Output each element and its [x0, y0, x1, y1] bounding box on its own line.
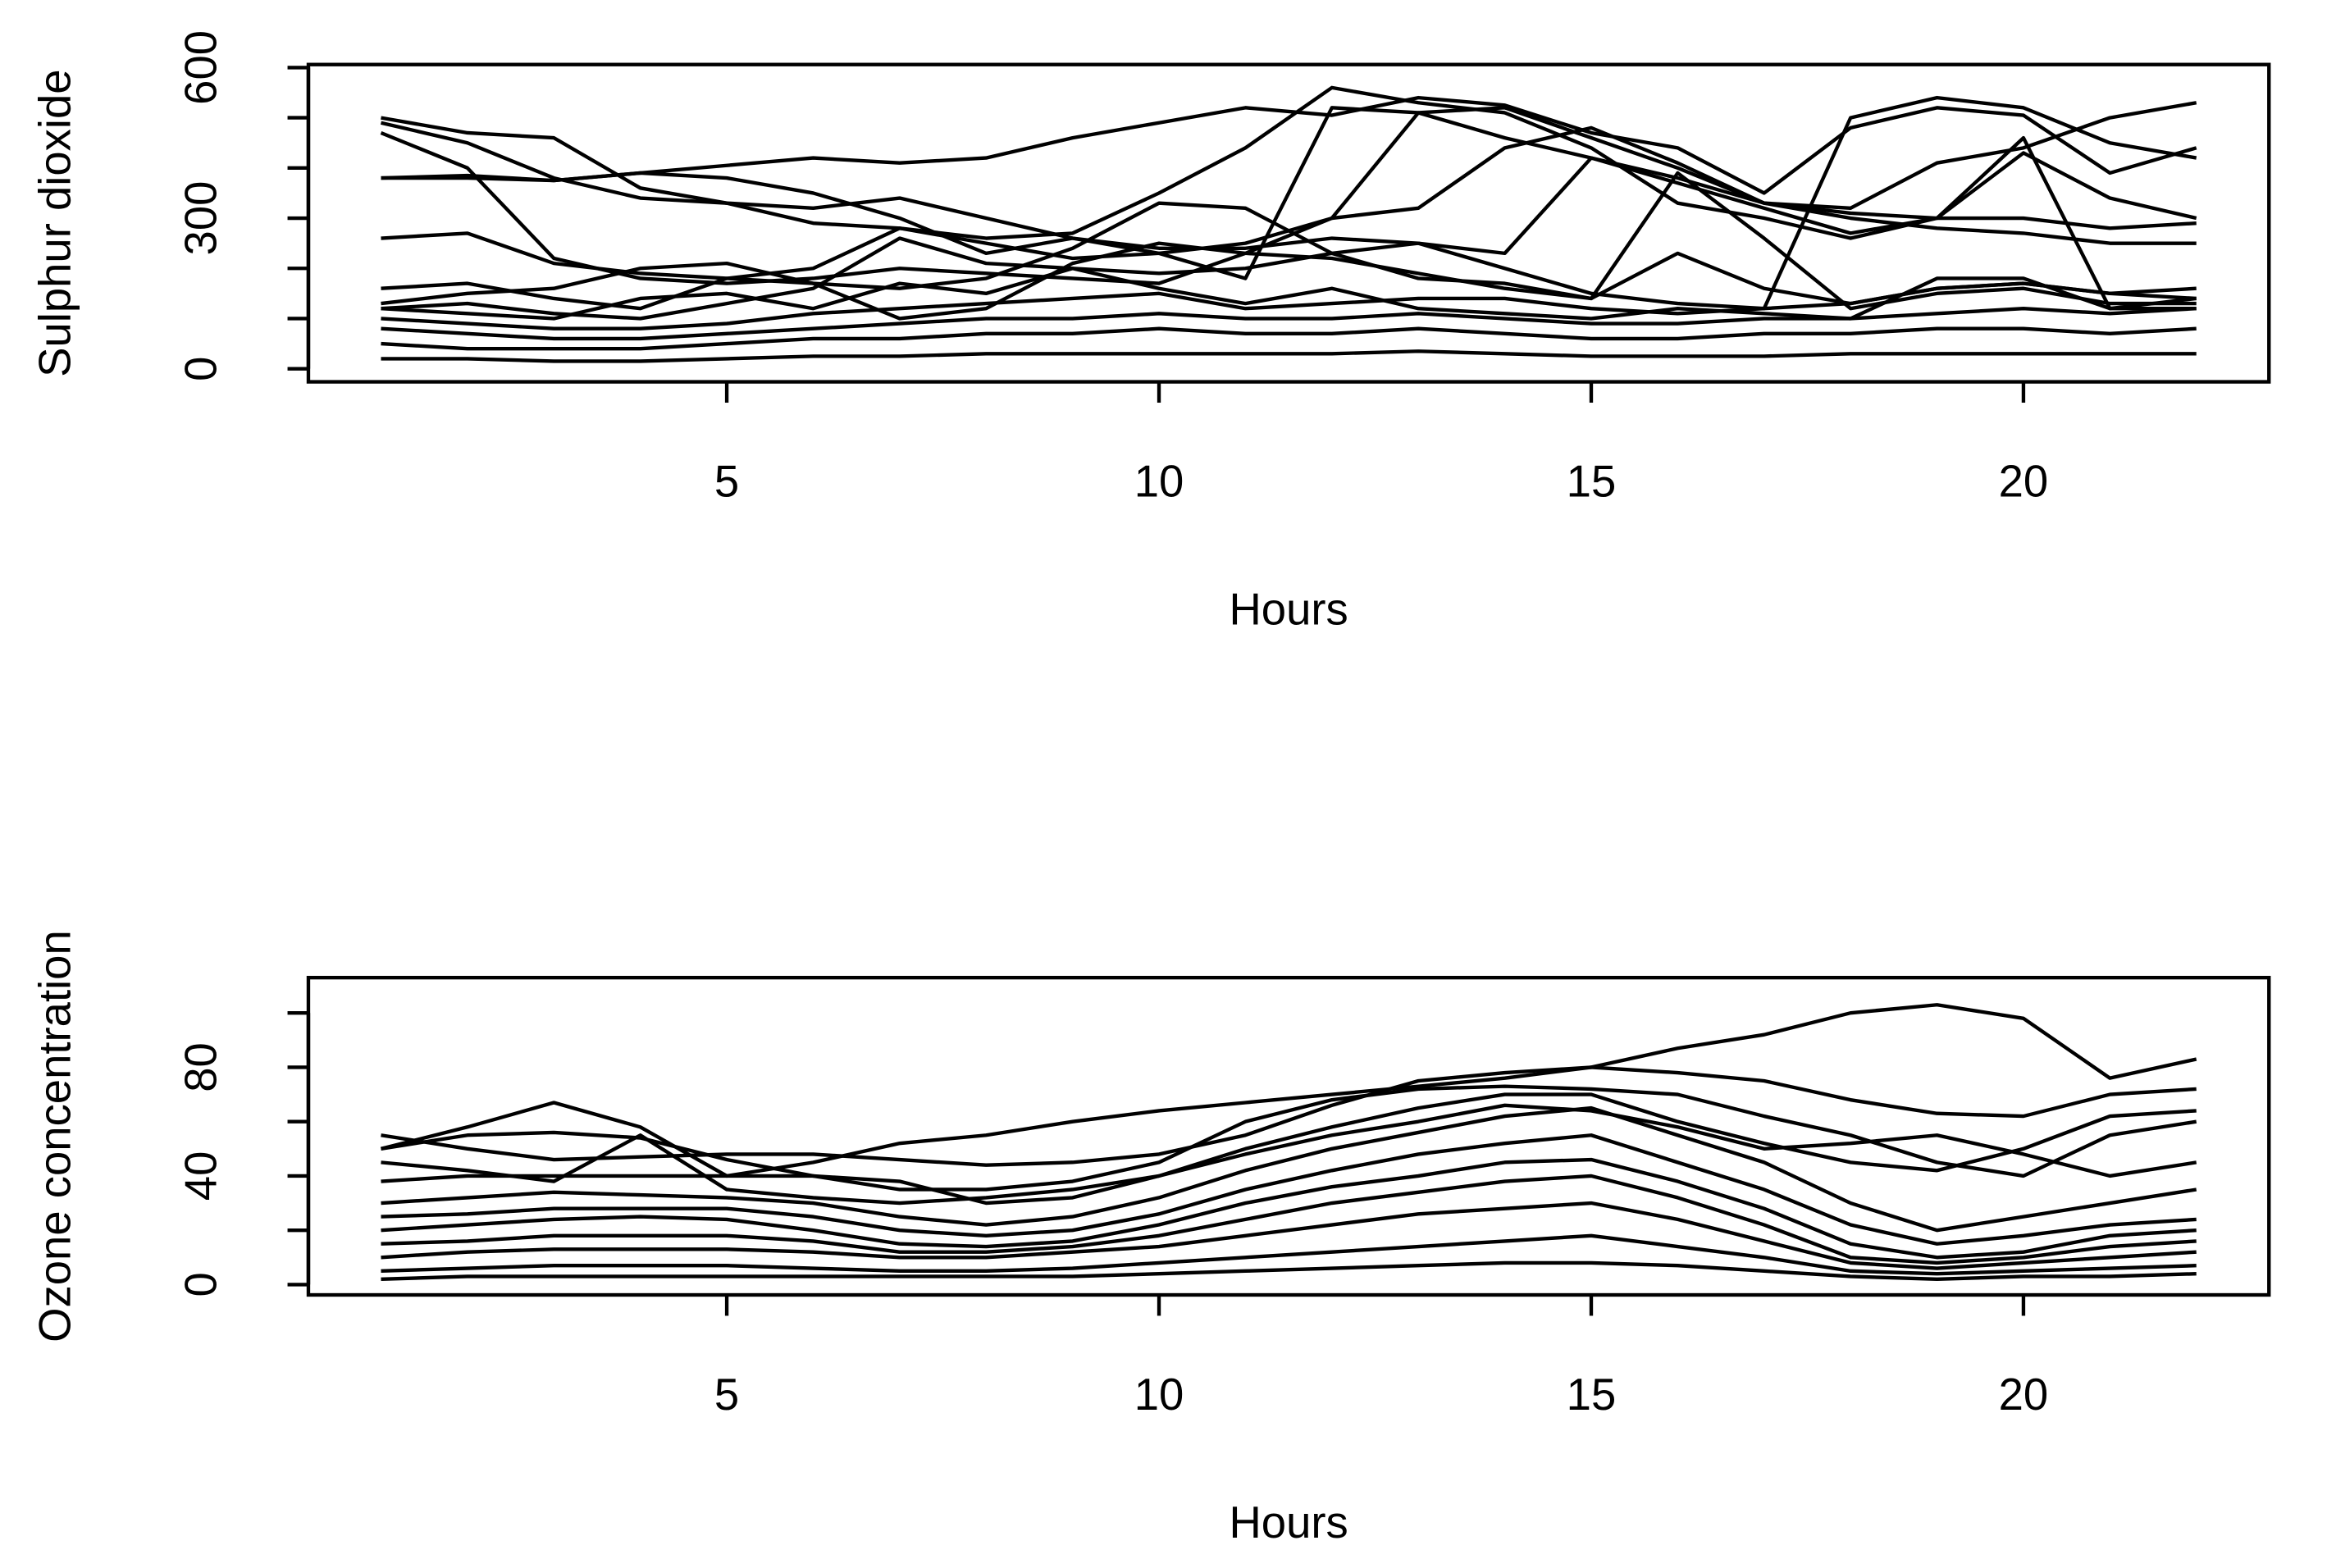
x-axis-title: Hours [1229, 1497, 1348, 1547]
data-line [381, 116, 2197, 256]
y-tick-label: 600 [176, 30, 226, 105]
x-tick-label: 20 [1999, 456, 2049, 506]
data-line [381, 1233, 2197, 1276]
data-line [380, 1003, 2197, 1178]
data-line [381, 95, 2197, 321]
x-tick-label: 20 [1999, 1370, 2049, 1420]
x-axis-title: Hours [1229, 585, 1348, 635]
y-axis-title: Ozone concentration [30, 930, 80, 1342]
data-line [381, 106, 2197, 311]
data-line [381, 85, 2197, 240]
data-line [381, 1174, 2197, 1265]
data-line [381, 1092, 2197, 1206]
data-line [381, 349, 2197, 363]
data-line [381, 1201, 2197, 1270]
x-tick-label: 15 [1567, 1370, 1617, 1420]
y-tick-label: 300 [176, 181, 226, 256]
data-line [381, 326, 2197, 351]
x-tick-label: 10 [1134, 456, 1184, 506]
data-line [381, 1103, 2197, 1206]
data-line [381, 1084, 2197, 1192]
x-tick-label: 15 [1567, 456, 1617, 506]
y-tick-label: 80 [176, 1042, 226, 1092]
data-line [380, 106, 2197, 285]
data-line [381, 171, 2197, 321]
data-line [381, 101, 2197, 256]
data-line [381, 1157, 2197, 1260]
data-line [381, 1105, 2197, 1233]
data-line [381, 1260, 2197, 1281]
y-tick-label: 0 [176, 1272, 226, 1297]
data-line [381, 267, 2197, 321]
data-line [381, 1133, 2197, 1246]
x-tick-label: 10 [1134, 1370, 1184, 1420]
data-line [381, 1065, 2197, 1167]
y-tick-label: 0 [176, 357, 226, 381]
data-line [381, 281, 2197, 330]
data-line [381, 95, 2197, 195]
x-tick-label: 5 [714, 456, 739, 506]
data-line [381, 307, 2197, 341]
y-axis-title: Sulphur dioxide [30, 69, 80, 376]
x-tick-label: 5 [714, 1370, 739, 1420]
y-tick-label: 40 [176, 1151, 226, 1201]
